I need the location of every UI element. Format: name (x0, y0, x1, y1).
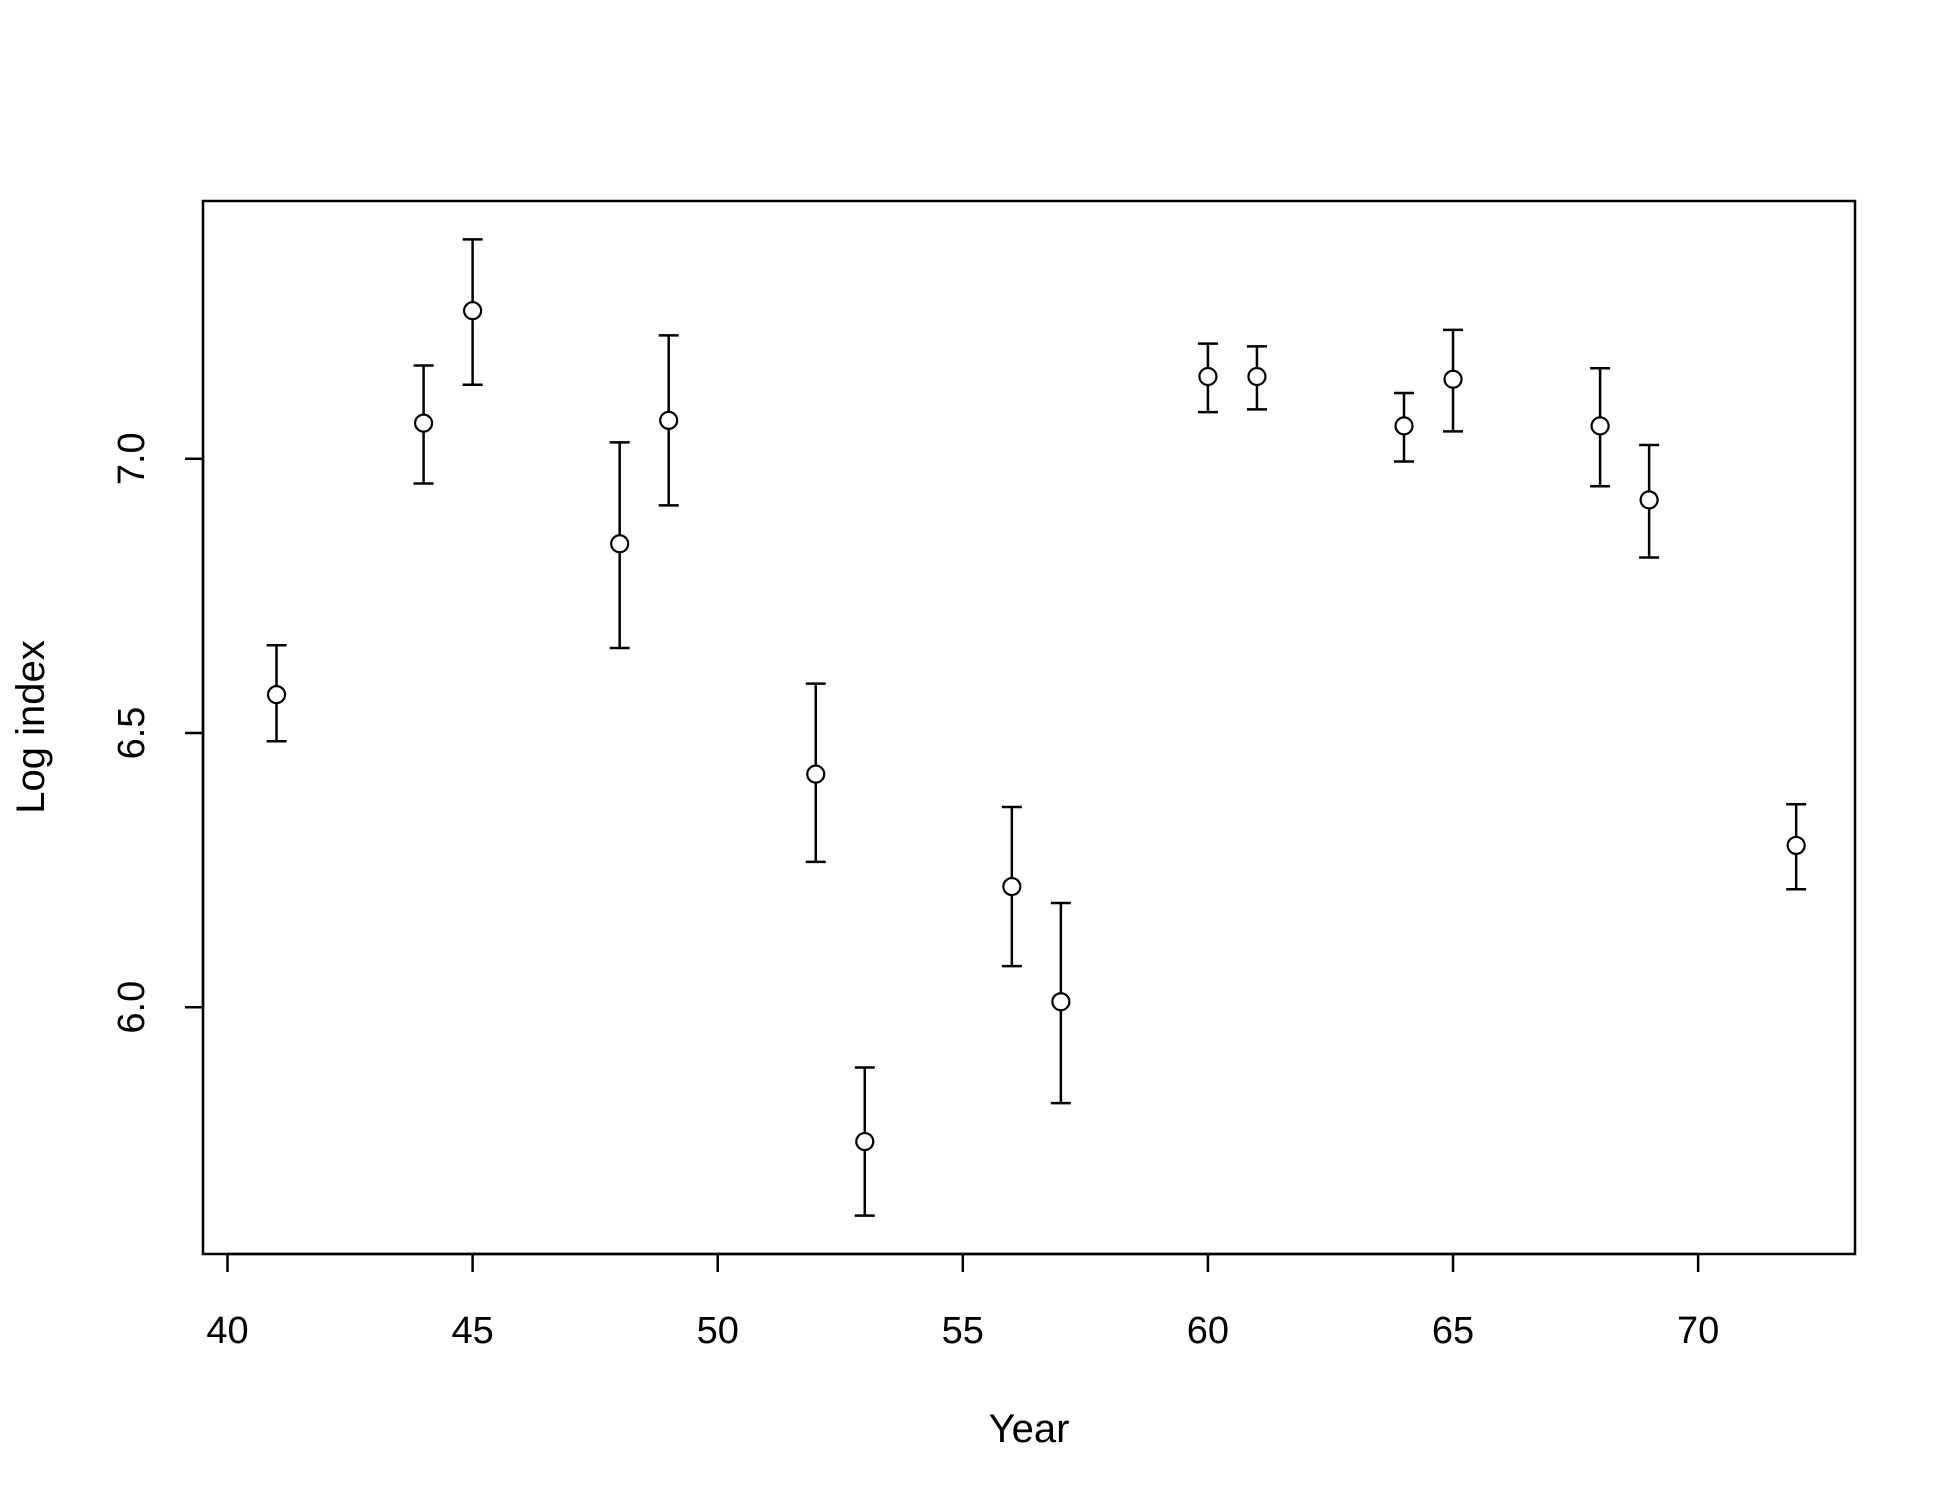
error-bar-point (658, 334, 679, 507)
error-bar-point (805, 682, 826, 864)
error-bar-point (462, 238, 483, 386)
data-point (1002, 876, 1022, 897)
x-tick-label: 50 (697, 1310, 739, 1352)
x-axis-label: Year (989, 1407, 1070, 1451)
data-point (610, 534, 630, 554)
x-tick-label: 45 (451, 1310, 493, 1352)
data-point (413, 413, 434, 433)
data-points (266, 238, 1807, 1217)
data-point (266, 684, 287, 705)
data-point (1394, 416, 1414, 436)
error-bar-point (266, 643, 287, 743)
error-bar-point (1001, 805, 1022, 968)
y-tick-label: 7.0 (111, 432, 153, 485)
data-point (1198, 366, 1218, 387)
plot-frame (201, 199, 1857, 1256)
data-point (855, 1131, 875, 1152)
data-point (1443, 369, 1463, 389)
data-point (1786, 835, 1806, 856)
error-bar-point (1639, 443, 1660, 559)
y-tick-label: 6.5 (111, 707, 153, 760)
error-bar-point (1443, 328, 1464, 433)
data-point (1247, 366, 1267, 387)
y-axis-label: Log index (9, 640, 53, 813)
x-tick-label: 40 (206, 1310, 248, 1352)
error-bar-point (1197, 342, 1218, 414)
x-axis: 40 45 50 55 60 65 70 (206, 1252, 1719, 1352)
data-point (1051, 992, 1071, 1012)
error-bar-point (1050, 901, 1071, 1105)
y-tick-label: 6.0 (111, 981, 153, 1034)
error-bar-point (1246, 345, 1267, 411)
x-tick-label: 65 (1432, 1310, 1474, 1352)
y-axis: 6.0 6.5 7.0 (111, 432, 205, 1034)
data-point (1639, 490, 1659, 510)
data-point (806, 764, 826, 784)
x-tick-label: 60 (1187, 1310, 1229, 1352)
data-point (463, 301, 483, 321)
x-tick-label: 70 (1677, 1310, 1719, 1352)
error-bar-point (854, 1066, 875, 1217)
error-bar-point (413, 364, 434, 485)
error-bar-point (1590, 367, 1611, 488)
data-point (1590, 416, 1610, 436)
data-point (659, 410, 679, 430)
error-bar-point (1394, 391, 1415, 463)
error-bar-point (609, 441, 630, 650)
error-bar-point (1786, 803, 1807, 891)
x-tick-label: 55 (942, 1310, 984, 1352)
